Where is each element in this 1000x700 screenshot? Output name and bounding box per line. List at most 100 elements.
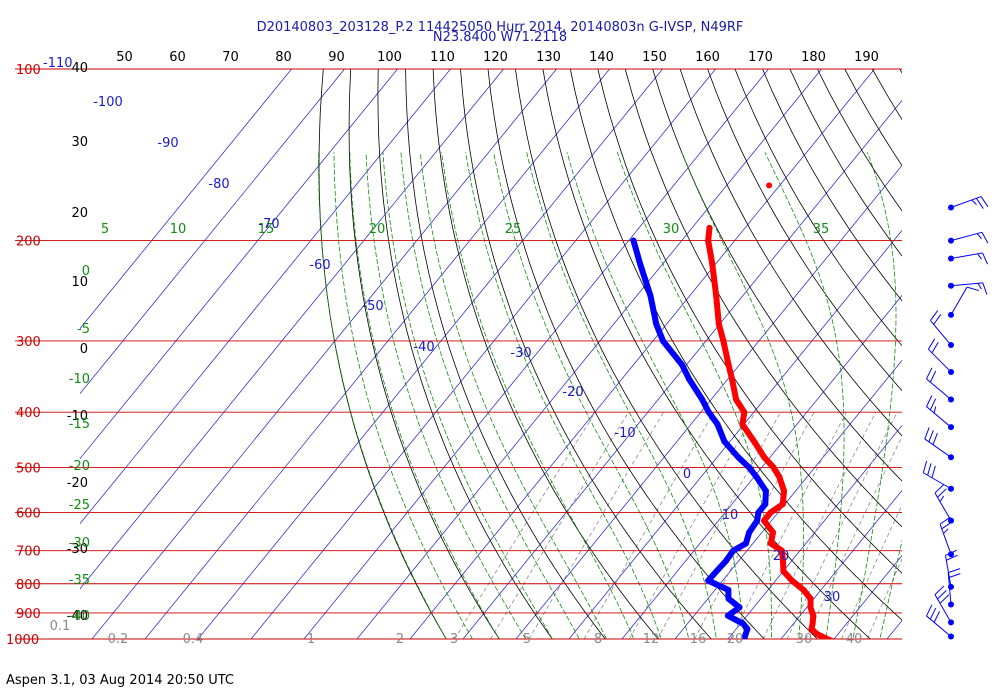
wind-barb-station-dot <box>948 619 954 626</box>
temperature-profile-point <box>780 568 787 575</box>
isotherm-line <box>462 99 902 639</box>
moist-adiabat-line <box>852 152 897 639</box>
wind-barb-feather <box>927 338 936 350</box>
wind-barbs <box>922 196 989 640</box>
wind-barb-feather <box>922 460 928 473</box>
theta-scale-label: 160 <box>695 50 720 65</box>
wind-barb-feather <box>966 286 980 292</box>
temperature-profile-point <box>706 224 713 231</box>
isotherm-label: 0 <box>683 467 691 482</box>
dewpoint-profile-point <box>730 547 737 554</box>
top-temperature-label: -110 <box>43 56 73 71</box>
wind-barb-feather <box>948 568 961 574</box>
dewpoint-profile-point <box>754 517 761 524</box>
temperature-profile-point <box>834 638 836 639</box>
dry-adiabat-line <box>844 69 902 167</box>
wind-barb-feather <box>982 282 988 295</box>
temperature-profile-point <box>807 595 814 602</box>
pressure-tick-label: 500 <box>16 461 41 476</box>
temperature-profile-point <box>770 464 777 471</box>
dry-adiabat-line <box>318 69 447 639</box>
temperature-profile-point <box>808 625 815 632</box>
moist-adiabat-left-label: -30 <box>69 536 90 551</box>
wind-barb-feather <box>930 310 939 321</box>
moist-adiabat-line <box>616 152 772 639</box>
isotherm-line <box>356 69 822 639</box>
background-grid <box>80 69 1000 639</box>
isotherm-line <box>727 424 902 639</box>
wind-barb-feather <box>948 573 961 579</box>
pressure-tick-label: 400 <box>16 406 41 421</box>
wind-barb-feather <box>926 395 933 407</box>
mixing-ratio-label: 1 <box>307 632 315 647</box>
altitude-label: -30 <box>67 542 88 557</box>
temperature-profile-point <box>715 320 722 327</box>
moist-adiabat-line <box>566 152 745 639</box>
dry-adiabat-line <box>679 69 902 437</box>
dry-adiabat-line <box>460 69 712 639</box>
isotherm-line <box>993 69 1000 639</box>
wind-barb <box>948 286 980 318</box>
mixing-ratio-label: 16 <box>690 632 707 647</box>
moist-adiabat-left-label: -35 <box>69 573 90 588</box>
temperature-profile-point <box>713 292 720 299</box>
wind-barb-staff <box>926 378 952 400</box>
wind-barb-station-dot <box>948 454 954 461</box>
wind-barb <box>927 338 954 375</box>
moist-adiabat-line <box>879 539 902 639</box>
dry-adiabat-line <box>377 69 553 639</box>
wind-barb-feather <box>933 406 937 414</box>
dry-adiabat-line <box>569 69 902 621</box>
isotherm-label: -60 <box>309 258 330 273</box>
moist-adiabat-line <box>349 152 500 639</box>
temperature-profile-point <box>725 361 732 368</box>
mixing-ratio-label: 30 <box>796 632 813 647</box>
altitude-label: 0 <box>80 342 88 357</box>
wind-barb-staff <box>934 594 952 623</box>
wind-barb <box>947 568 961 608</box>
isotherm-label: -90 <box>157 136 178 151</box>
dewpoint-profile-point <box>714 421 721 428</box>
wind-barb-feather <box>937 590 947 600</box>
dewpoint-profile <box>630 237 769 639</box>
isotherm-line <box>568 229 902 639</box>
temperature-profile-point <box>741 409 748 416</box>
dewpoint-profile-point <box>705 577 712 584</box>
wind-barb-staff <box>950 282 983 287</box>
wind-barb <box>948 196 989 211</box>
pressure-tick-label: 800 <box>16 578 41 593</box>
wind-barb <box>930 310 954 349</box>
wind-barb-station-dot <box>948 633 954 640</box>
wind-barb-feather <box>939 516 951 525</box>
moist-adiabat-top-label: 25 <box>505 222 522 237</box>
isotherm-label: 10 <box>722 508 739 523</box>
mixing-ratio-line <box>805 435 902 639</box>
dewpoint-profile-point <box>762 488 769 495</box>
temperature-profile <box>705 224 836 639</box>
theta-scale-label: 170 <box>748 50 773 65</box>
temperature-profile-point <box>750 438 757 445</box>
wind-barb-feather <box>977 253 982 260</box>
dewpoint-profile-point <box>724 612 731 619</box>
mixing-ratio-label: 40 <box>846 632 863 647</box>
wind-barb-staff <box>944 555 952 587</box>
theta-scale-label: 190 <box>854 50 879 65</box>
dewpoint-profile-point <box>659 337 666 344</box>
wind-barb-feather <box>971 199 977 205</box>
moist-adiabat-left-label: -10 <box>69 372 90 387</box>
dewpoint-profile-point <box>740 620 747 627</box>
isotherm-line <box>80 69 504 590</box>
dry-adiabat-line <box>515 69 818 639</box>
mixing-ratio-label: 20 <box>727 632 744 647</box>
dewpoint-profile-point <box>713 568 720 575</box>
isotherm-line <box>80 69 345 395</box>
mixing-ratio-line <box>490 411 629 639</box>
isotherm-line <box>80 69 451 525</box>
moist-adiabat-line <box>493 152 690 639</box>
altitude-label: -40 <box>67 609 88 624</box>
sounding-profiles <box>630 182 836 639</box>
theta-scale-label: 120 <box>483 50 508 65</box>
isotherm-label: 20 <box>773 549 790 564</box>
moist-adiabat-left-label: -15 <box>69 417 90 432</box>
